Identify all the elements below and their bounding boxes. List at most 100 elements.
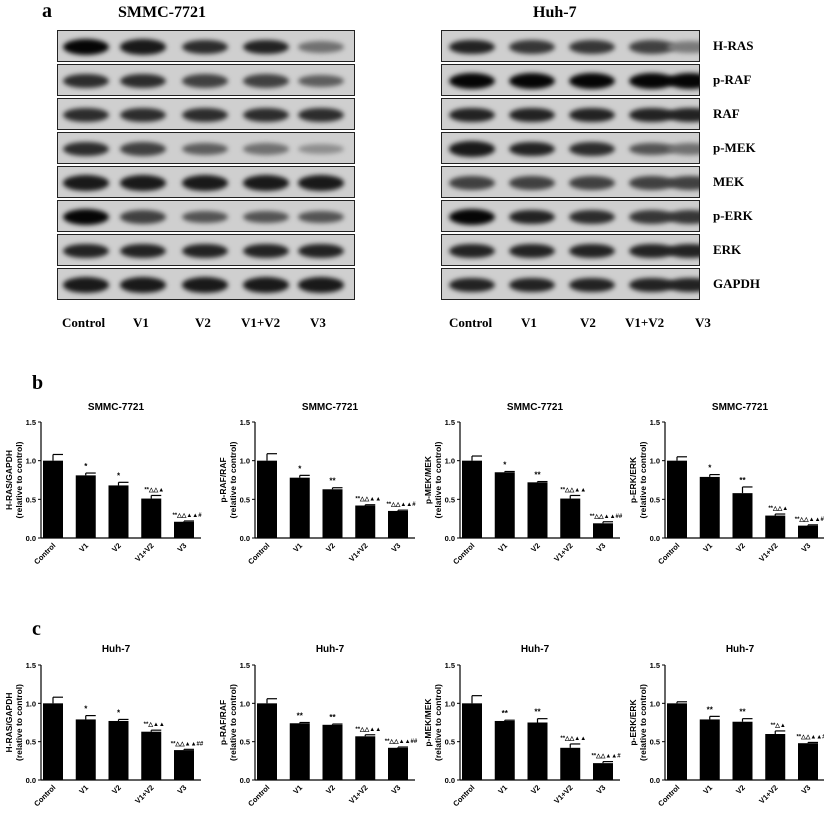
significance-label: **△△▲▲# [796, 733, 824, 740]
bar [732, 493, 753, 538]
blot-band [629, 210, 675, 224]
protein-label: p-ERK [713, 208, 753, 223]
bar [593, 763, 613, 780]
protein-label: p-RAF [713, 72, 752, 87]
bar [322, 724, 343, 780]
blot-band [182, 277, 228, 293]
bar [108, 485, 129, 538]
lane-label: V1 [133, 315, 149, 330]
significance-label: **△△▲▲## [171, 740, 204, 747]
x-tick-label: V2 [734, 541, 747, 554]
blot-row [441, 268, 700, 300]
bar [43, 460, 63, 538]
x-tick-label: V2 [324, 783, 337, 796]
blot-band [509, 176, 555, 190]
blot-band [120, 73, 166, 89]
blot-band [182, 107, 228, 123]
x-tick-label: V1+V2 [757, 783, 779, 805]
blot-band [63, 209, 109, 225]
blot-band [569, 277, 615, 293]
x-tick-label: V3 [176, 783, 189, 796]
blot-band [629, 40, 675, 54]
bar [141, 731, 162, 780]
blot-band [182, 74, 228, 88]
bar [257, 460, 277, 538]
blot-band [63, 243, 109, 259]
significance-label: * [117, 708, 121, 717]
y-tick-label: 1.0 [650, 457, 660, 466]
blot-band [120, 175, 166, 191]
blot-band [182, 210, 228, 224]
blot-band [63, 39, 109, 55]
x-tick-label: V1 [701, 541, 714, 554]
blot-band [243, 243, 289, 259]
blot-row [441, 64, 700, 96]
blot-row [57, 132, 355, 164]
blot-band [569, 243, 615, 259]
blot-band [569, 209, 615, 225]
protein-label: H-RAS [713, 38, 754, 53]
y-axis-label: H-RAS/GAPDH [4, 450, 14, 510]
bar [388, 747, 408, 780]
blot-band [298, 175, 344, 191]
y-axis-label: p-RAF/RAF [218, 700, 228, 745]
protein-label: p-MEK [713, 140, 756, 155]
blot-band [298, 243, 344, 259]
blot-band [243, 107, 289, 123]
x-tick-label: V1 [77, 783, 90, 796]
significance-label: * [84, 705, 88, 714]
significance-label: **△△▲▲## [795, 516, 824, 523]
bar [141, 498, 162, 538]
chart-title: Huh-7 [102, 644, 131, 655]
y-axis-label: p-ERK/ERK [628, 699, 638, 746]
blot-band [667, 73, 699, 89]
x-tick-label: Control [451, 541, 476, 566]
y-tick-label: 1.5 [650, 418, 660, 427]
x-tick-label: V1+V2 [347, 783, 369, 805]
bar [765, 515, 786, 538]
blot-band [120, 107, 166, 123]
y-tick-label: 1.0 [445, 457, 455, 466]
lane-label: V1+V2 [241, 315, 281, 330]
blot-band [509, 107, 555, 123]
significance-label: ** [739, 708, 746, 717]
bar [699, 719, 720, 780]
chart-title: SMMC-7721 [302, 402, 359, 413]
significance-label: ** [739, 476, 746, 485]
y-tick-label: 0.5 [240, 495, 250, 504]
chart-title: SMMC-7721 [712, 402, 769, 413]
y-axis-label-sub: (relative to control) [638, 684, 648, 761]
x-tick-label: V1 [291, 541, 304, 554]
significance-label: **△△▲ [144, 486, 164, 493]
y-axis-label: p-RAF/RAF [218, 457, 228, 502]
bar [322, 489, 343, 538]
blot-row [57, 268, 355, 300]
x-tick-label: V3 [800, 541, 813, 554]
x-tick-label: V3 [595, 783, 608, 796]
protein-label: GAPDH [713, 276, 760, 291]
bar [527, 722, 548, 780]
blot-band [629, 107, 675, 123]
chart-title: SMMC-7721 [88, 402, 145, 413]
blot-title-huh7: Huh-7 [533, 4, 577, 21]
bar [593, 523, 613, 538]
protein-label: RAF [713, 106, 740, 121]
x-tick-label: V3 [800, 783, 813, 796]
bar [355, 505, 376, 538]
significance-label: **△△▲▲# [591, 753, 621, 760]
bar [798, 525, 818, 538]
y-axis-label-sub: (relative to control) [14, 441, 24, 518]
blot-band [182, 39, 228, 55]
blot-band [629, 73, 675, 89]
x-tick-label: V2 [529, 541, 542, 554]
y-tick-label: 0.0 [650, 534, 660, 543]
bar [75, 719, 96, 780]
significance-label: **△△▲▲ [355, 496, 381, 503]
blot-band [449, 277, 495, 293]
y-tick-label: 0.0 [240, 534, 250, 543]
bar [527, 482, 548, 538]
x-tick-label: V2 [110, 541, 123, 554]
y-tick-label: 0.0 [26, 534, 36, 543]
y-tick-label: 1.0 [26, 699, 36, 708]
